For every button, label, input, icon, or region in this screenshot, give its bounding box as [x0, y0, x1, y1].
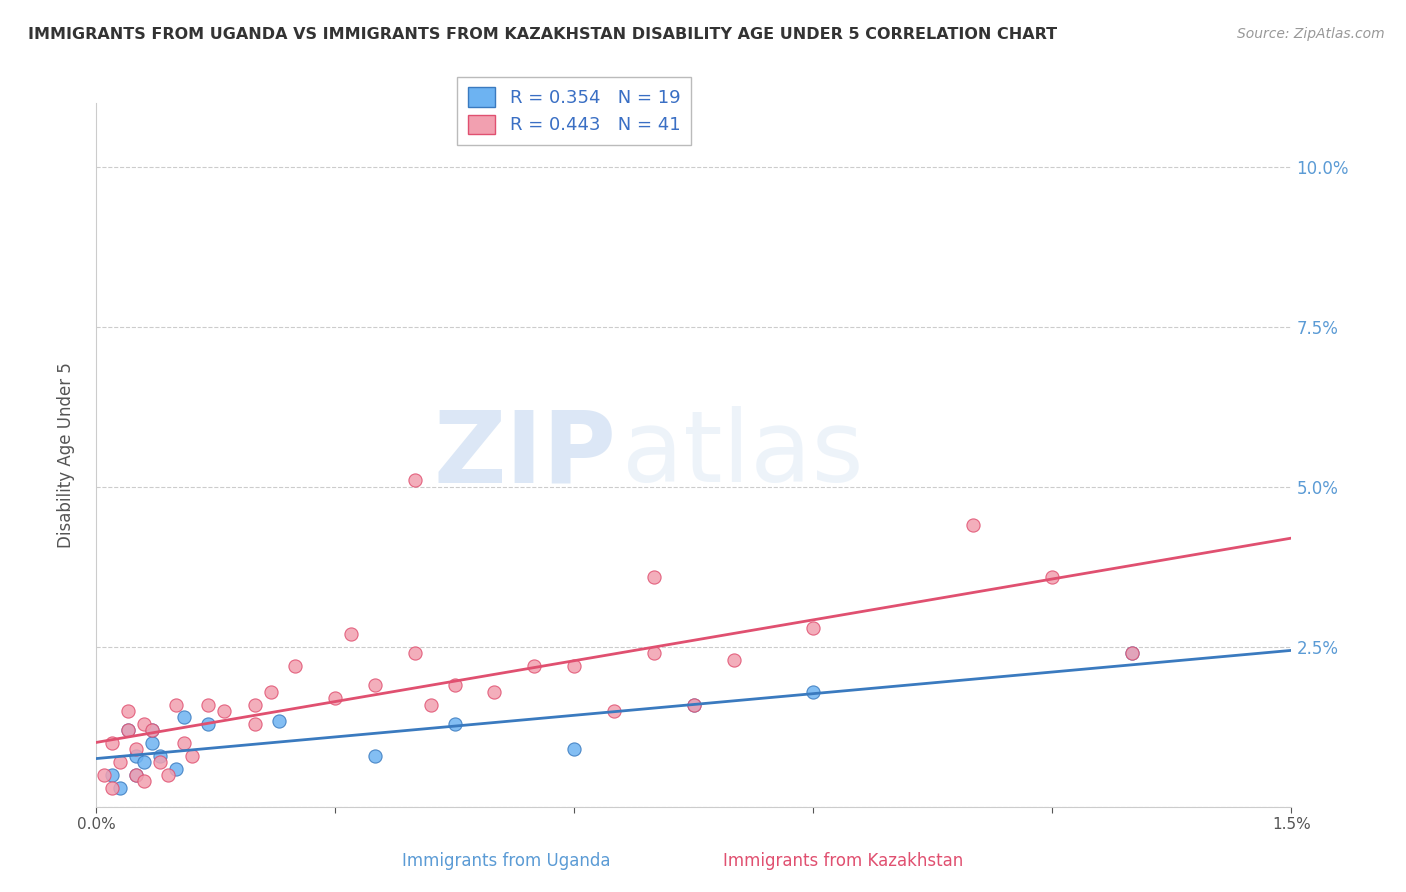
Point: [149, 748, 172, 763]
Point: [149, 755, 172, 769]
Text: Source: ZipAtlas.com: Source: ZipAtlas.com: [1237, 27, 1385, 41]
Y-axis label: Disability Age Under 5: Disability Age Under 5: [58, 362, 75, 548]
Point: [723, 653, 745, 667]
Point: [443, 678, 465, 692]
Point: [125, 768, 148, 782]
Point: [1121, 646, 1143, 660]
Point: [269, 714, 291, 728]
Point: [340, 627, 363, 641]
Point: [323, 691, 346, 706]
Point: [180, 748, 202, 763]
Point: [419, 698, 441, 712]
Point: [197, 698, 219, 712]
Text: atlas: atlas: [621, 407, 863, 503]
Point: [364, 748, 387, 763]
Point: [101, 768, 124, 782]
Legend: R = 0.354   N = 19, R = 0.443   N = 41: R = 0.354 N = 19, R = 0.443 N = 41: [457, 77, 692, 145]
Point: [132, 716, 155, 731]
Point: [643, 646, 665, 660]
Point: [141, 723, 163, 738]
Text: Immigrants from Kazakhstan: Immigrants from Kazakhstan: [724, 852, 963, 870]
Point: [443, 716, 465, 731]
Point: [93, 768, 115, 782]
Point: [603, 704, 626, 718]
Point: [643, 569, 665, 583]
Point: [682, 698, 704, 712]
Point: [284, 659, 307, 673]
Point: [562, 659, 585, 673]
Point: [962, 518, 984, 533]
Point: [108, 755, 131, 769]
Point: [364, 678, 387, 692]
Point: [682, 698, 704, 712]
Point: [1121, 646, 1143, 660]
Point: [108, 780, 131, 795]
Point: [523, 659, 546, 673]
Point: [132, 755, 155, 769]
Point: [141, 723, 163, 738]
Point: [173, 736, 195, 750]
Point: [117, 723, 139, 738]
Point: [101, 780, 124, 795]
Point: [125, 742, 148, 756]
Point: [132, 774, 155, 789]
Point: [117, 723, 139, 738]
Point: [141, 736, 163, 750]
Point: [245, 716, 267, 731]
Text: ZIP: ZIP: [433, 407, 616, 503]
Point: [156, 768, 179, 782]
Point: [484, 684, 506, 698]
Point: [101, 736, 124, 750]
Text: Immigrants from Uganda: Immigrants from Uganda: [402, 852, 610, 870]
Point: [125, 748, 148, 763]
Point: [260, 684, 283, 698]
Point: [173, 710, 195, 724]
Point: [165, 698, 187, 712]
Point: [117, 704, 139, 718]
Point: [562, 742, 585, 756]
Point: [404, 474, 426, 488]
Point: [212, 704, 235, 718]
Point: [165, 762, 187, 776]
Point: [801, 621, 824, 635]
Text: IMMIGRANTS FROM UGANDA VS IMMIGRANTS FROM KAZAKHSTAN DISABILITY AGE UNDER 5 CORR: IMMIGRANTS FROM UGANDA VS IMMIGRANTS FRO…: [28, 27, 1057, 42]
Point: [125, 768, 148, 782]
Point: [404, 646, 426, 660]
Point: [1040, 569, 1063, 583]
Point: [197, 716, 219, 731]
Point: [245, 698, 267, 712]
Point: [801, 684, 824, 698]
